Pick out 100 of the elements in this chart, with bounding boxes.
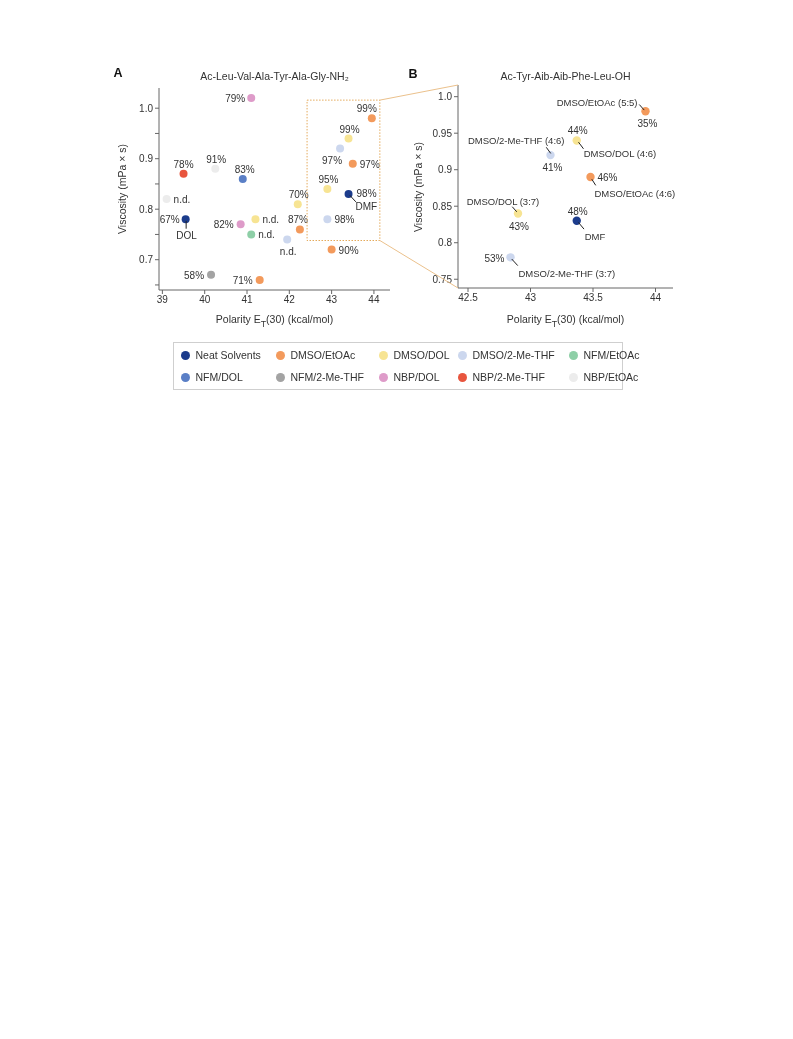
annotation: 90% — [338, 244, 359, 256]
annotation: DMSO/DOL (3:7) — [466, 195, 540, 207]
annotation: 95% — [318, 173, 339, 185]
text: A — [113, 66, 123, 80]
annotation: 98% — [334, 213, 355, 225]
point — [506, 253, 515, 262]
point — [238, 174, 247, 183]
annotation: n.d. — [258, 228, 275, 240]
point — [179, 169, 188, 178]
legend-label: NFM/2-Me-THF — [290, 371, 364, 383]
point — [181, 215, 190, 224]
chart-title: Ac-Tyr-Aib-Aib-Phe-Leu-OH — [500, 69, 631, 83]
annotation: 35% — [637, 117, 658, 129]
annotation: 99% — [356, 102, 377, 114]
y-tick-label: 1.0 — [438, 91, 453, 103]
point — [295, 225, 304, 234]
y-tick-label: 0.95 — [432, 127, 453, 139]
legend-label: DMSO/2-Me-THF — [472, 349, 555, 361]
annotation: 48% — [567, 205, 588, 217]
x-tick-label: 39 — [156, 294, 169, 306]
y-tick-label: 0.9 — [438, 164, 453, 176]
annotation: 79% — [225, 92, 246, 104]
point — [586, 172, 595, 182]
annotation: 97% — [322, 154, 343, 166]
legend-label: NFM/EtOAc — [583, 349, 640, 361]
y-axis-title: Viscosity (mPa × s) — [115, 144, 129, 234]
x-axis-title: Polarity E$_{T}$(30) (kcal/mol) — [506, 313, 625, 329]
annotation: 53% — [484, 252, 505, 264]
point — [344, 134, 353, 143]
point — [348, 159, 357, 168]
annotation: DMF — [355, 200, 378, 212]
x-tick-label: 41 — [241, 294, 253, 306]
annotation: DMSO/EtOAc (4:6) — [594, 187, 676, 199]
annotation: 44% — [567, 125, 588, 136]
point — [207, 270, 216, 279]
x-axis-title: Polarity E$_{T}$(30) (kcal/mol) — [215, 313, 334, 329]
annotation: DMSO/DOL (4:6) — [583, 148, 657, 159]
point — [251, 215, 260, 224]
point — [572, 216, 581, 226]
y-axis-title: Viscosity (mPa × s) — [411, 141, 425, 232]
point — [255, 275, 264, 284]
x-tick-label: 44 — [368, 294, 380, 306]
point — [323, 215, 332, 224]
point — [572, 136, 581, 145]
y-tick-label: 0.85 — [432, 200, 453, 212]
annotation: 87% — [287, 213, 308, 225]
annotation: DMSO/EtOAc (5:5) — [556, 96, 638, 108]
legend-label: DMSO/DOL — [393, 349, 450, 361]
legend-label: NFM/DOL — [195, 371, 243, 383]
annotation: 58% — [184, 269, 205, 281]
annotation: 78% — [173, 158, 194, 170]
annotation: DMF — [584, 230, 606, 242]
text: B — [408, 67, 418, 81]
point — [247, 94, 256, 103]
point — [293, 200, 302, 209]
annotation: 91% — [206, 153, 227, 165]
y-tick-label: 0.9 — [139, 153, 154, 165]
y-tick-label: 0.7 — [139, 254, 154, 266]
legend-label: NBP/EtOAc — [583, 371, 639, 383]
annotation: 99% — [339, 123, 360, 134]
point — [367, 114, 376, 123]
x-tick-label: 43 — [326, 294, 338, 306]
annotation: 98% — [356, 187, 377, 199]
annotation: 97% — [359, 158, 380, 170]
annotation: DMSO/2-Me-THF (4:6) — [467, 134, 565, 146]
legend-label: Neat Solvents — [195, 349, 261, 361]
x-tick-label: 43.5 — [583, 292, 604, 304]
point — [344, 190, 353, 199]
annotation: 71% — [232, 274, 253, 286]
point — [546, 150, 555, 160]
annotation: n.d. — [262, 213, 280, 225]
x-tick-label: 42 — [283, 294, 296, 306]
point — [336, 144, 345, 153]
annotation: 67% — [159, 213, 180, 225]
annotation: n.d. — [173, 193, 191, 205]
legend-label: DMSO/EtOAc — [290, 349, 356, 361]
point — [327, 245, 336, 254]
y-tick-label: 0.8 — [139, 203, 154, 215]
chart-title: Ac-Leu-Val-Ala-Tyr-Ala-Gly-NH₂ — [200, 69, 349, 83]
legend-label: NBP/2-Me-THF — [472, 371, 545, 383]
x-tick-label: 40 — [199, 294, 211, 306]
y-tick-label: 0.75 — [432, 273, 453, 285]
point — [513, 209, 523, 218]
x-tick-label: 42.5 — [458, 292, 479, 304]
annotation: 70% — [288, 188, 309, 200]
point — [236, 220, 245, 229]
annotation: 43% — [508, 220, 530, 232]
annotation: DOL — [176, 229, 198, 241]
point — [323, 185, 332, 193]
x-tick-label: 43 — [524, 292, 537, 304]
x-tick-label: 44 — [649, 292, 662, 304]
annotation: 82% — [213, 218, 234, 230]
annotation: 46% — [597, 171, 618, 183]
point — [283, 235, 292, 244]
annotation: 83% — [234, 163, 255, 175]
y-tick-label: 1.0 — [139, 102, 154, 114]
annotation: n.d. — [279, 245, 297, 256]
annotation: 41% — [542, 161, 563, 173]
y-tick-label: 0.8 — [438, 237, 453, 249]
annotation: DMSO/2-Me-THF (3:7) — [518, 267, 616, 279]
